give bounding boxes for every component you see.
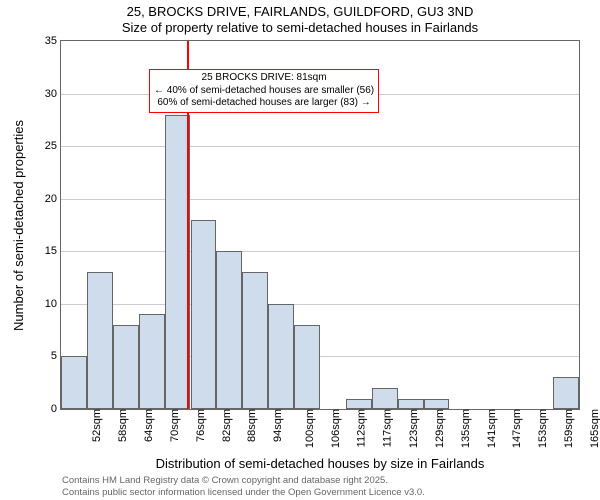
footer-attribution: Contains HM Land Registry data © Crown c… — [62, 475, 425, 498]
info-box-line: 25 BROCKS DRIVE: 81sqm — [154, 72, 374, 85]
histogram-bar — [398, 399, 424, 410]
x-tick-label: 88sqm — [246, 409, 258, 442]
y-tick-label: 0 — [29, 403, 57, 415]
y-axis-label: Number of semi-detached properties — [10, 40, 26, 410]
x-tick-label: 147sqm — [512, 409, 524, 448]
plot-area: 0510152025303552sqm58sqm64sqm70sqm76sqm8… — [60, 40, 580, 410]
x-tick-label: 165sqm — [589, 409, 600, 448]
histogram-bar — [113, 325, 139, 409]
x-tick-label: 112sqm — [355, 409, 367, 447]
x-tick-label: 52sqm — [91, 409, 103, 442]
x-tick-label: 106sqm — [330, 409, 342, 448]
y-tick-label: 10 — [29, 298, 57, 310]
x-tick-label: 94sqm — [272, 409, 284, 442]
histogram-bar — [268, 304, 294, 409]
histogram-bar — [346, 399, 372, 410]
x-tick-label: 135sqm — [460, 409, 472, 448]
info-box: 25 BROCKS DRIVE: 81sqm← 40% of semi-deta… — [149, 69, 379, 113]
x-tick-label: 64sqm — [143, 409, 155, 442]
x-tick-label: 82sqm — [221, 409, 233, 442]
x-tick-label: 76sqm — [195, 409, 207, 442]
grid-line — [61, 199, 579, 200]
y-tick-label: 25 — [29, 140, 57, 152]
y-tick-label: 20 — [29, 193, 57, 205]
histogram-bar — [87, 272, 113, 409]
histogram-bar — [216, 251, 242, 409]
x-tick-label: 123sqm — [408, 409, 420, 448]
x-tick-label: 141sqm — [486, 409, 498, 448]
histogram-bar — [61, 356, 87, 409]
grid-line — [61, 251, 579, 252]
grid-line — [61, 146, 579, 147]
histogram-bar — [294, 325, 320, 409]
histogram-bar — [424, 399, 450, 410]
histogram-bar — [372, 388, 398, 409]
chart-title-sub: Size of property relative to semi-detach… — [0, 20, 600, 35]
histogram-bar — [191, 220, 217, 409]
x-tick-label: 117sqm — [381, 409, 393, 447]
info-box-line: 60% of semi-detached houses are larger (… — [154, 97, 374, 110]
chart-container: 25, BROCKS DRIVE, FAIRLANDS, GUILDFORD, … — [0, 0, 600, 500]
x-axis-label: Distribution of semi-detached houses by … — [60, 456, 580, 471]
info-box-line: ← 40% of semi-detached houses are smalle… — [154, 85, 374, 98]
x-tick-label: 153sqm — [537, 409, 549, 448]
histogram-bar — [242, 272, 268, 409]
y-tick-label: 15 — [29, 245, 57, 257]
footer-line-2: Contains public sector information licen… — [62, 487, 425, 498]
y-tick-label: 35 — [29, 35, 57, 47]
x-tick-label: 70sqm — [169, 409, 181, 442]
chart-title-main: 25, BROCKS DRIVE, FAIRLANDS, GUILDFORD, … — [0, 4, 600, 19]
y-tick-label: 5 — [29, 350, 57, 362]
footer-line-1: Contains HM Land Registry data © Crown c… — [62, 475, 425, 486]
x-tick-label: 100sqm — [304, 409, 316, 448]
histogram-bar — [139, 314, 165, 409]
x-tick-label: 159sqm — [563, 409, 575, 448]
x-tick-label: 58sqm — [117, 409, 129, 442]
y-tick-label: 30 — [29, 88, 57, 100]
y-axis-label-text: Number of semi-detached properties — [11, 120, 26, 331]
histogram-bar — [553, 377, 579, 409]
x-tick-label: 129sqm — [434, 409, 446, 448]
grid-line — [61, 304, 579, 305]
